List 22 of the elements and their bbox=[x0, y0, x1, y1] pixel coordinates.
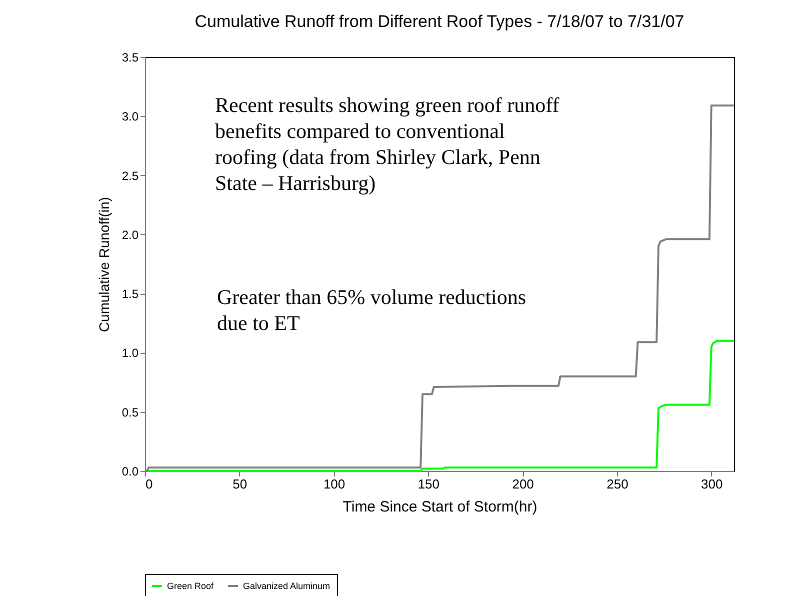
x-tick-label: 150 bbox=[418, 476, 440, 492]
x-tick-label: 200 bbox=[512, 476, 534, 492]
y-axis-title: Cumulative Runoff(in) bbox=[96, 196, 112, 332]
y-tick-label: 1.5 bbox=[122, 287, 139, 302]
x-tick-label: 100 bbox=[323, 476, 346, 492]
y-tick-label: 0.5 bbox=[122, 405, 139, 420]
y-tick-label: 1.0 bbox=[122, 346, 139, 360]
annotation: Greater than 65% volume reductions due to ET bbox=[217, 285, 526, 335]
legend-label: Green Roof bbox=[167, 581, 214, 591]
annotation: Recent results showing green roof runoff benefits compared to conventional roofing (data from Shirley Clark, Penn State – Harrisburg) bbox=[215, 93, 560, 195]
y-tick-label: 3.5 bbox=[122, 50, 139, 64]
chart-title: Cumulative Runoff from Different Roof Types - 7/18/07 to 7/31/07 bbox=[194, 12, 684, 31]
y-tick-label: 0.0 bbox=[122, 464, 139, 478]
x-axis-title: Time Since Start of Storm(hr) bbox=[342, 498, 538, 516]
x-tick-label: 300 bbox=[700, 476, 723, 492]
y-tick-label: 2.5 bbox=[122, 168, 139, 183]
y-tick-label: 3.0 bbox=[122, 110, 139, 124]
x-tick-label: 250 bbox=[606, 476, 628, 492]
legend-label: Galvanized Aluminum bbox=[243, 581, 330, 591]
y-tick-label: 2.0 bbox=[122, 228, 139, 242]
x-tick-label: 50 bbox=[232, 476, 248, 492]
x-tick-label: 0 bbox=[146, 476, 153, 492]
